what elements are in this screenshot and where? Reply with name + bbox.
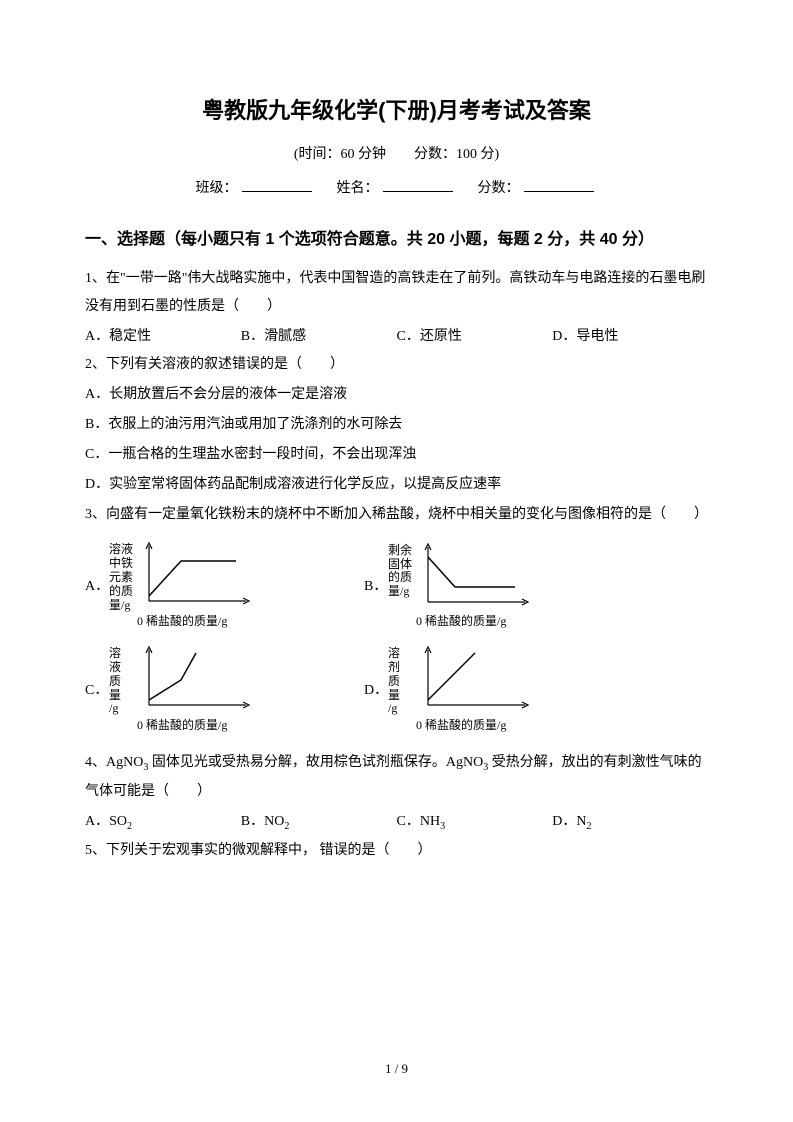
chart-row-ab: A． 溶液 中铁 元素 的质 量/g 0 稀盐酸的质量/g B． 剩余 固体 的… [85, 541, 708, 633]
question-4-text: 4、AgNO3 固体见光或受热易分解，故用棕色试剂瓶保存。AgNO3 受热分解，… [85, 749, 708, 806]
question-1-text: 1、在"一带一路"伟大战略实施中，代表中国智造的高铁走在了前列。高铁动车与电路连… [85, 265, 708, 321]
name-label: 姓名： [337, 181, 379, 196]
score-blank[interactable] [524, 191, 594, 192]
q2-option-a[interactable]: A．长期放置后不会分层的液体一定是溶液 [85, 381, 708, 409]
chart-a-svg [141, 541, 251, 611]
q2-option-d[interactable]: D．实验室常将固体药品配制成溶液进行化学反应，以提高反应速率 [85, 471, 708, 499]
chart-c-xlabel: 0 稀盐酸的质量/g [137, 714, 304, 737]
class-blank[interactable] [242, 191, 312, 192]
chart-b: 剩余 固体 的质 量/g 0 稀盐酸的质量/g [388, 542, 583, 633]
question-5-text: 5、下列关于宏观事实的微观解释中， 错误的是（ ） [85, 837, 708, 865]
chart-d-label[interactable]: D． [364, 678, 388, 705]
chart-a-label[interactable]: A． [85, 574, 109, 601]
chart-b-ylabel: 剩余 固体 的质 量/g [388, 542, 420, 599]
q2-option-b[interactable]: B．衣服上的油污用汽油或用加了洗涤剂的水可除去 [85, 411, 708, 439]
chart-a-xlabel: 0 稀盐酸的质量/g [137, 610, 304, 633]
question-1-options: A．稳定性 B．滑腻感 C．还原性 D．导电性 [85, 323, 708, 351]
q4-option-c[interactable]: C．NH3 [397, 808, 553, 837]
q4-option-d[interactable]: D．N2 [552, 808, 708, 837]
exam-subtitle: (时间：60 分钟 分数：100 分) [85, 142, 708, 169]
q1-option-c[interactable]: C．还原性 [397, 323, 553, 351]
chart-c-label[interactable]: C． [85, 678, 109, 705]
chart-d: 溶 剂 质 量 /g 0 稀盐酸的质量/g [388, 645, 583, 737]
chart-c-svg [141, 645, 251, 715]
chart-d-xlabel: 0 稀盐酸的质量/g [416, 714, 583, 737]
chart-b-label[interactable]: B． [364, 574, 388, 601]
chart-d-ylabel: 溶 剂 质 量 /g [388, 645, 420, 716]
score-label: 分数： [478, 181, 520, 196]
page-number: 1 / 9 [0, 1057, 793, 1082]
q4-option-a[interactable]: A．SO2 [85, 808, 241, 837]
question-3-text: 3、向盛有一定量氧化铁粉末的烧杯中不断加入稀盐酸，烧杯中相关量的变化与图像相符的… [85, 501, 708, 529]
question-4-options: A．SO2 B．NO2 C．NH3 D．N2 [85, 808, 708, 837]
q2-option-c[interactable]: C．一瓶合格的生理盐水密封一段时间，不会出现浑浊 [85, 441, 708, 469]
q1-option-d[interactable]: D．导电性 [552, 323, 708, 351]
chart-d-svg [420, 645, 530, 715]
chart-row-cd: C． 溶 液 质 量 /g 0 稀盐酸的质量/g D． 溶 剂 质 量 /g [85, 645, 708, 737]
name-blank[interactable] [383, 191, 453, 192]
chart-b-xlabel: 0 稀盐酸的质量/g [416, 610, 583, 633]
question-2-text: 2、下列有关溶液的叙述错误的是（ ） [85, 351, 708, 379]
chart-b-svg [420, 542, 530, 612]
chart-a: 溶液 中铁 元素 的质 量/g 0 稀盐酸的质量/g [109, 541, 304, 633]
q1-option-b[interactable]: B．滑腻感 [241, 323, 397, 351]
chart-c: 溶 液 质 量 /g 0 稀盐酸的质量/g [109, 645, 304, 737]
chart-a-ylabel: 溶液 中铁 元素 的质 量/g [109, 541, 141, 612]
q4-option-b[interactable]: B．NO2 [241, 808, 397, 837]
class-label: 班级： [196, 181, 238, 196]
q1-option-a[interactable]: A．稳定性 [85, 323, 241, 351]
exam-title: 粤教版九年级化学(下册)月考考试及答案 [85, 90, 708, 132]
chart-c-ylabel: 溶 液 质 量 /g [109, 645, 141, 716]
student-info-line: 班级： 姓名： 分数： [85, 176, 708, 203]
section-1-header: 一、选择题（每小题只有 1 个选项符合题意。共 20 小题，每题 2 分，共 4… [85, 221, 708, 259]
